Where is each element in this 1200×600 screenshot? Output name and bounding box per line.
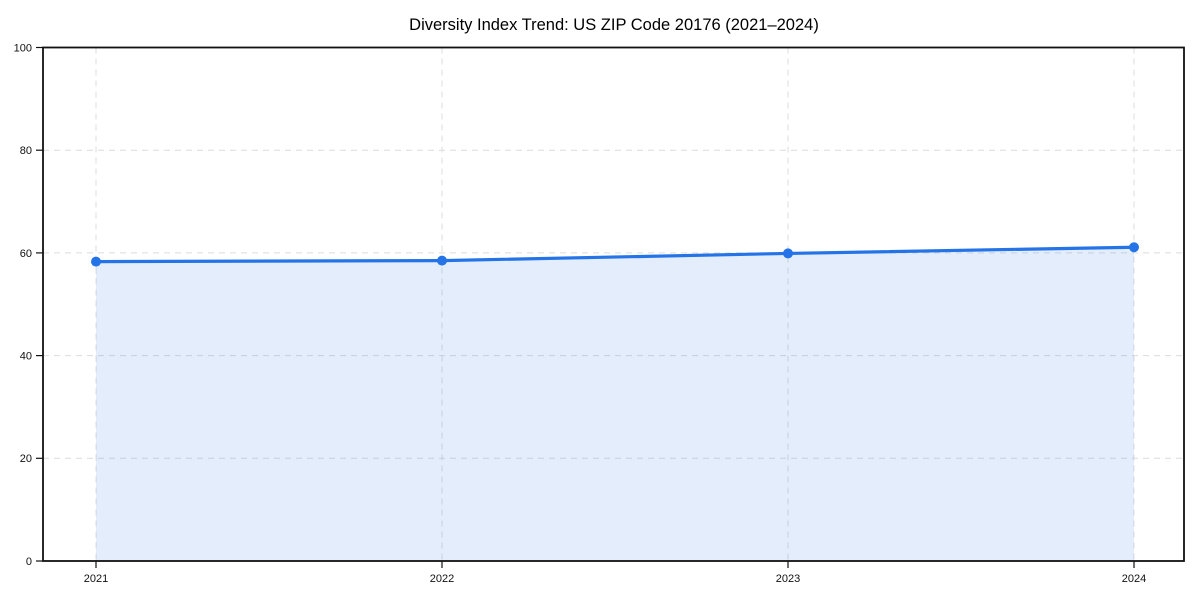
x-tick-label: 2023 [776,573,800,585]
area-fill [96,247,1134,561]
data-point [1129,242,1139,253]
x-tick-label: 2024 [1122,573,1146,585]
data-point [437,255,447,266]
axis-frame [42,46,1185,562]
y-tick-label: 20 [20,453,32,465]
data-point [91,256,101,267]
data-point [783,248,793,259]
y-tick-label: 0 [26,556,32,568]
y-tick-label: 40 [20,350,32,362]
plot-area: 0 20 40 60 80 100 2021 2022 2023 2024 [14,42,1185,585]
x-tick-label: 2021 [84,573,108,585]
trend-line [94,245,1136,264]
y-tick-label: 60 [20,248,32,260]
x-tick-label: 2022 [430,573,454,585]
y-tick-label: 80 [20,145,32,157]
y-tick-label: 100 [14,42,32,54]
chart-title: Diversity Index Trend: US ZIP Code 20176… [409,16,819,34]
